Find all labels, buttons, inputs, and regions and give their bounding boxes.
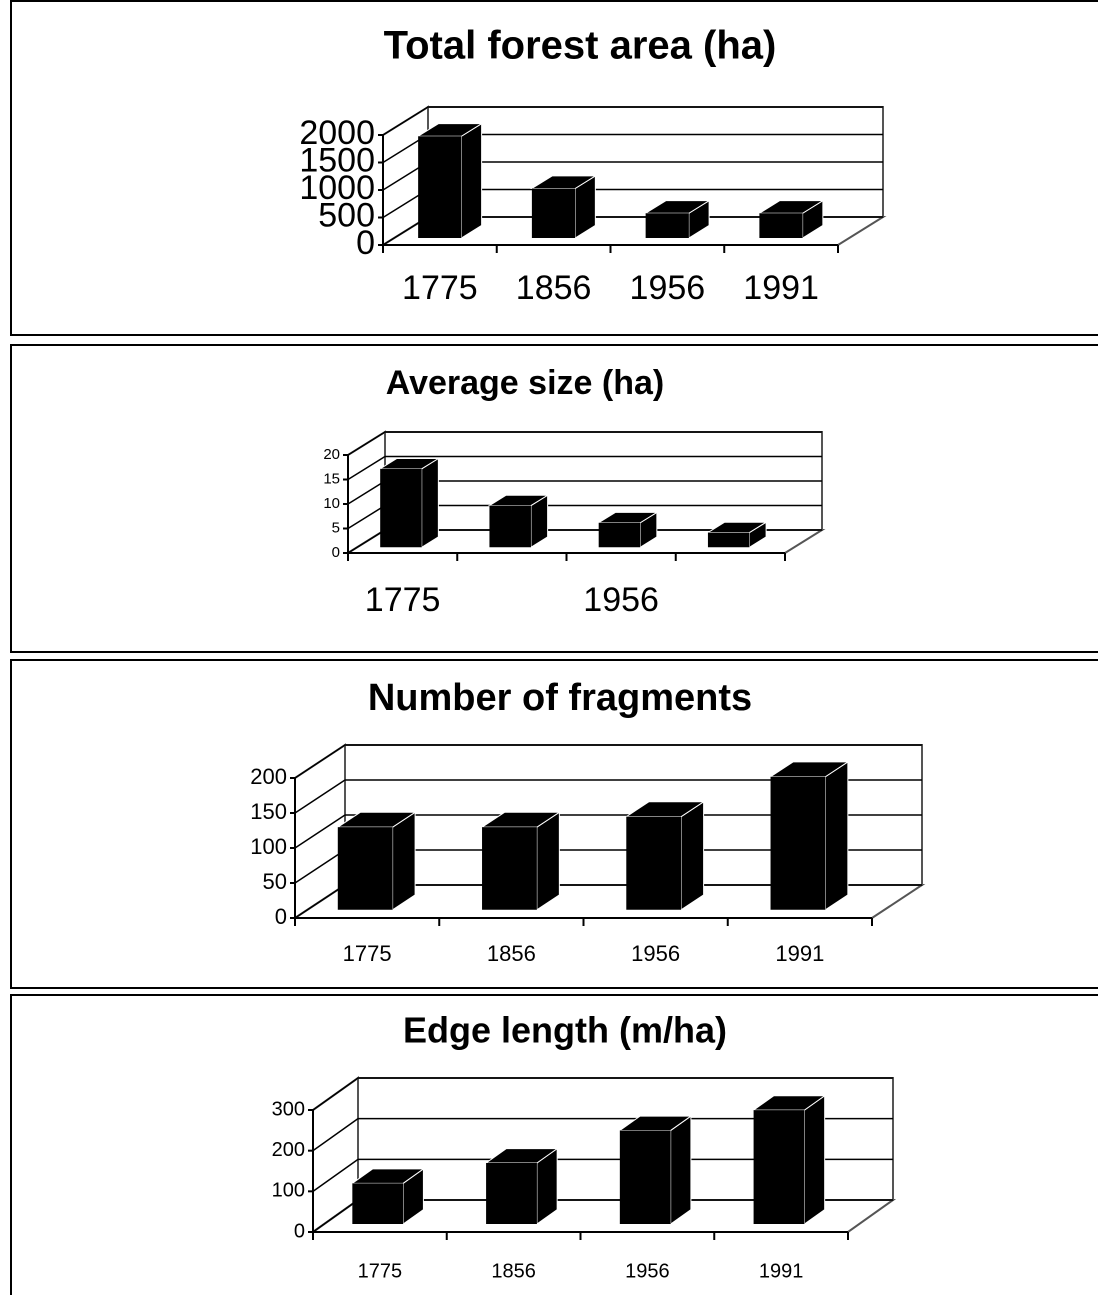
bar <box>626 816 682 910</box>
bar <box>418 136 462 238</box>
grid-line <box>382 106 429 136</box>
grid-line <box>294 884 346 919</box>
bar-side <box>421 457 439 549</box>
chart-title: Edge length (m/ha) <box>403 1010 727 1051</box>
y-tick-label: 100 <box>272 1180 305 1202</box>
grid-line <box>294 849 346 884</box>
bar-side <box>824 760 849 911</box>
y-tick-label: 2000 <box>299 114 375 152</box>
y-tick-label: 0 <box>294 1220 305 1242</box>
panel <box>10 0 1098 336</box>
y-tick-label: 500 <box>318 196 375 234</box>
y-tick-label: 5 <box>332 519 340 536</box>
panel <box>10 659 1098 989</box>
bar <box>645 213 689 238</box>
bar <box>770 776 826 910</box>
bar-side <box>536 811 560 911</box>
grid-line <box>347 455 386 481</box>
bar <box>489 505 531 548</box>
grid-line <box>347 431 386 456</box>
y-tick-label: 300 <box>272 1098 305 1120</box>
x-tick-label: 1856 <box>491 1260 536 1282</box>
x-tick-label: 1956 <box>583 581 659 619</box>
bar <box>337 827 393 910</box>
chart-title: Total forest area (ha) <box>384 24 777 68</box>
bar-side <box>803 1094 826 1225</box>
grid-line <box>347 504 386 530</box>
x-tick-label: 1956 <box>625 1260 670 1282</box>
x-tick-label: 1956 <box>630 269 706 307</box>
panel <box>10 344 1098 653</box>
x-tick-label: 1991 <box>743 269 819 307</box>
bar-side <box>392 811 416 911</box>
bar <box>380 468 422 548</box>
y-tick-label: 1000 <box>299 169 375 207</box>
x-tick-label: 1775 <box>402 269 478 307</box>
bar-side <box>460 122 483 239</box>
bar <box>759 213 803 238</box>
y-tick-label: 200 <box>272 1139 305 1161</box>
x-tick-label: 1991 <box>775 941 824 966</box>
y-tick-label: 10 <box>323 495 340 512</box>
bar <box>619 1130 671 1224</box>
bar <box>707 532 750 548</box>
x-tick-label: 1775 <box>358 1260 403 1282</box>
y-tick-label: 150 <box>250 799 287 824</box>
bar <box>486 1163 537 1224</box>
y-tick-label: 0 <box>332 544 340 561</box>
y-tick-label: 100 <box>250 834 287 859</box>
bar <box>753 1110 805 1224</box>
y-tick-label: 20 <box>323 446 340 463</box>
y-tick-label: 50 <box>263 869 287 894</box>
x-tick-label: 1775 <box>365 581 441 619</box>
grid-line <box>312 1158 359 1192</box>
grid-line <box>294 814 346 849</box>
chart-title: Number of fragments <box>368 677 752 719</box>
grid-line <box>312 1077 359 1111</box>
x-tick-label: 1856 <box>487 941 536 966</box>
y-tick-label: 0 <box>356 224 375 262</box>
bar <box>352 1183 404 1224</box>
bar <box>531 188 576 238</box>
grid-line <box>312 1118 359 1152</box>
chart-title: Average size (ha) <box>386 364 664 402</box>
x-tick-label: 1856 <box>516 269 592 307</box>
y-tick-label: 200 <box>250 764 287 789</box>
x-tick-label: 1775 <box>343 941 392 966</box>
grid-line <box>294 779 346 814</box>
bar <box>482 827 537 910</box>
bar <box>598 522 641 548</box>
bar-side <box>670 1115 692 1225</box>
x-tick-label: 1991 <box>759 1260 804 1282</box>
y-tick-label: 1500 <box>299 141 375 179</box>
grid-line <box>294 744 346 779</box>
y-tick-label: 0 <box>275 904 287 929</box>
y-tick-label: 15 <box>323 470 340 487</box>
x-tick-label: 1956 <box>631 941 680 966</box>
grid-line <box>312 1199 359 1233</box>
grid-line <box>347 480 386 505</box>
grid-line <box>347 529 386 554</box>
bar-side <box>680 800 705 911</box>
panel <box>10 994 1098 1295</box>
